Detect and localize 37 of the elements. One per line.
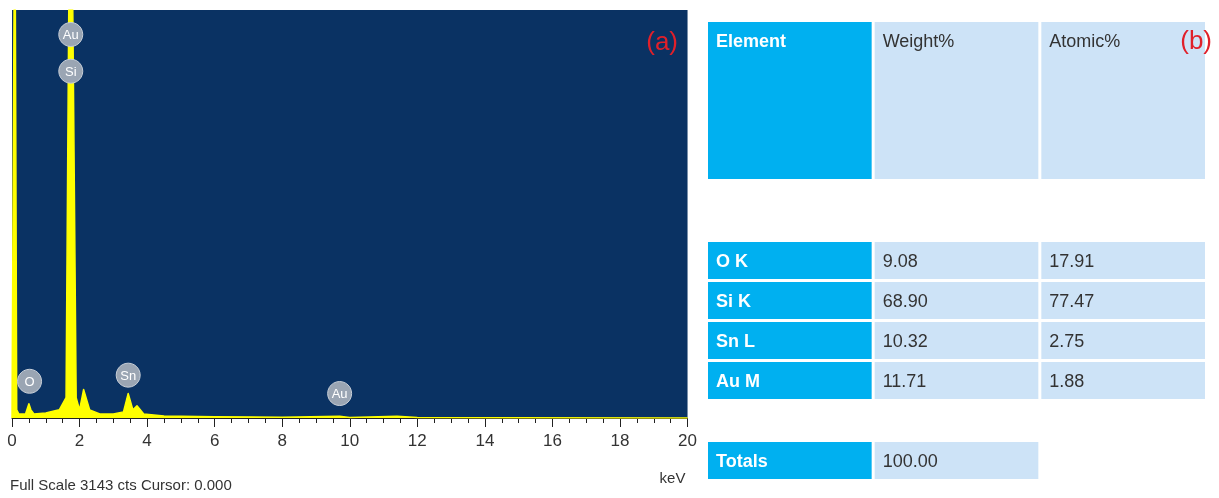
text: 11.71 <box>882 370 927 391</box>
x-tick-label: 8 <box>277 431 287 450</box>
text: 68.90 <box>882 290 928 311</box>
x-tick-label: 2 <box>74 431 85 450</box>
x-tick-label: 14 <box>475 431 495 450</box>
category-label: Totals <box>716 450 768 471</box>
annotation: O <box>24 373 35 389</box>
x-tick-label: 16 <box>542 431 562 450</box>
annotation: Sn <box>120 367 137 383</box>
annotation: Au <box>62 26 79 42</box>
x-tick-label: 12 <box>407 431 427 450</box>
x-tick-label: 10 <box>340 431 360 450</box>
text: 100.00 <box>882 450 938 471</box>
x-tick-label: 18 <box>610 431 630 450</box>
category-label: O K <box>716 250 749 271</box>
text: 17.91 <box>1049 250 1095 271</box>
x-tick-label: 20 <box>678 431 698 450</box>
text: 10.32 <box>882 330 928 351</box>
text: (b) <box>1180 25 1212 55</box>
category-label: Si K <box>716 290 752 311</box>
x-tick-label: 0 <box>7 431 17 450</box>
text: 77.47 <box>1049 290 1095 311</box>
category-label: Atomic% <box>1049 31 1121 51</box>
category-label: Sn L <box>716 330 755 351</box>
text: 2.75 <box>1049 330 1085 351</box>
category-label: Weight% <box>882 31 955 51</box>
text: 9.08 <box>882 250 918 271</box>
annotation: Si <box>64 63 77 79</box>
x-tick-label: 4 <box>142 431 152 450</box>
x-tick-label: 6 <box>209 431 220 450</box>
text: 1.88 <box>1049 370 1085 391</box>
annotation: (a) <box>646 26 678 56</box>
annotation: Au <box>331 386 348 402</box>
category-label: Element <box>716 31 787 51</box>
x-axis-title: keV <box>659 469 686 486</box>
category-label: Au M <box>716 370 760 391</box>
text: Full Scale 3143 cts Cursor: 0.000 <box>10 476 232 493</box>
